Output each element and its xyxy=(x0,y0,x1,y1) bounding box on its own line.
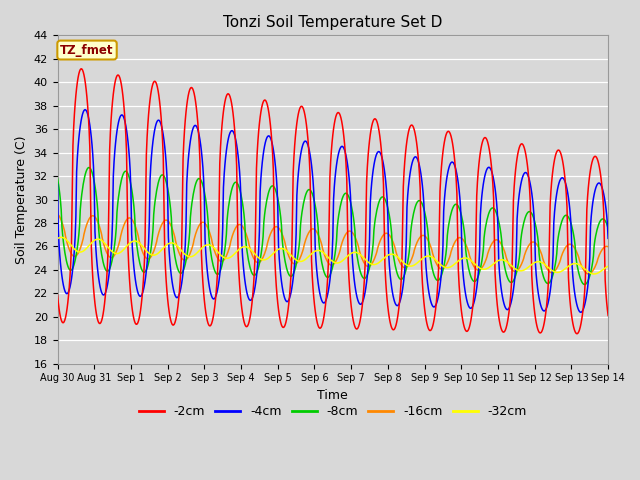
Y-axis label: Soil Temperature (C): Soil Temperature (C) xyxy=(15,135,28,264)
X-axis label: Time: Time xyxy=(317,389,348,402)
Text: TZ_fmet: TZ_fmet xyxy=(60,44,114,57)
Legend: -2cm, -4cm, -8cm, -16cm, -32cm: -2cm, -4cm, -8cm, -16cm, -32cm xyxy=(134,400,532,423)
Title: Tonzi Soil Temperature Set D: Tonzi Soil Temperature Set D xyxy=(223,15,442,30)
